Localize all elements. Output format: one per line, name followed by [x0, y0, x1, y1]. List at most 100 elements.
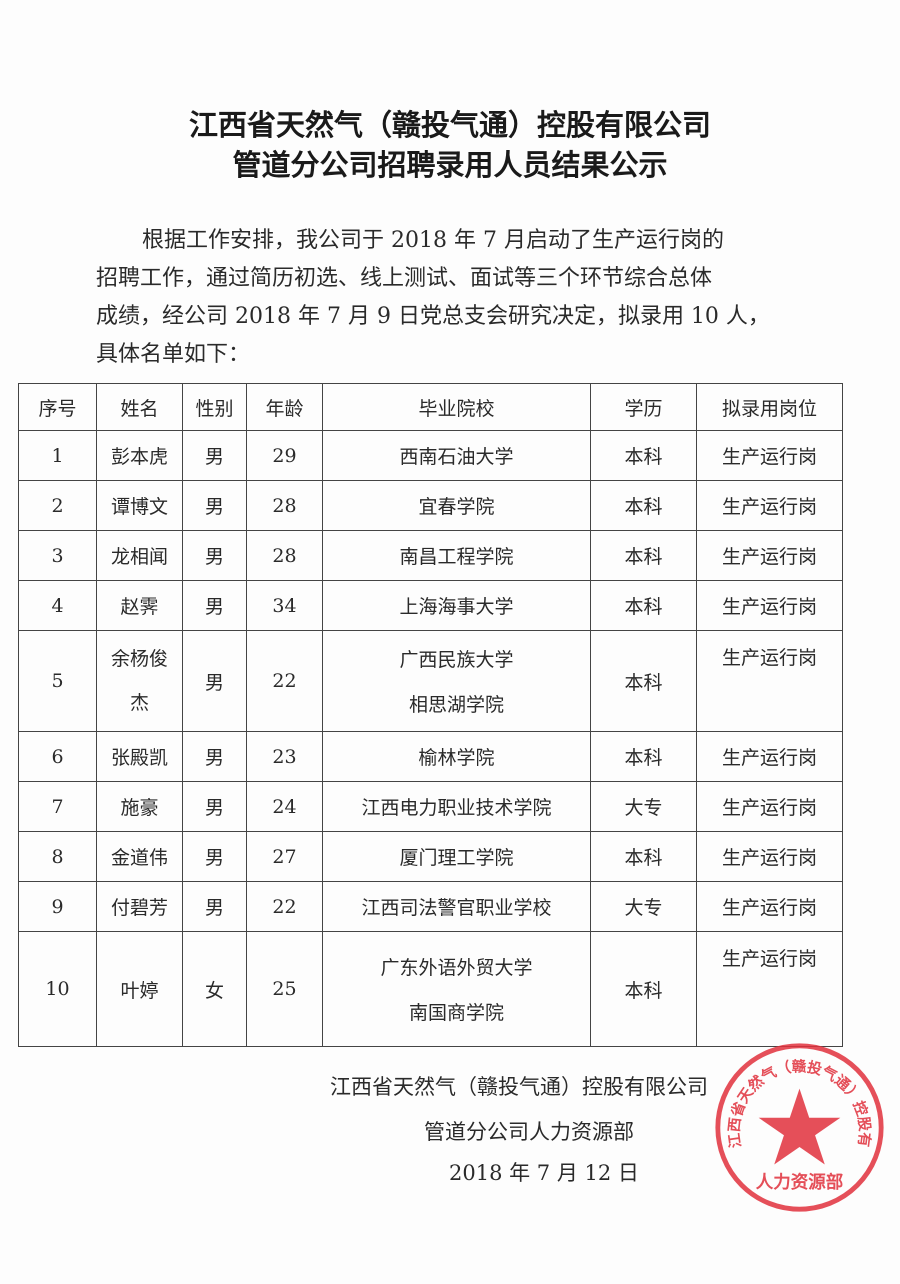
cell-position: 生产运行岗 — [696, 831, 843, 882]
cell-age: 22 — [246, 881, 323, 932]
cell-age: 28 — [246, 480, 323, 531]
table-row: 6 张殿凯男 23 榆林学院 本科 生产运行岗 — [18, 731, 843, 782]
cell-position: 生产运行岗 — [696, 731, 843, 782]
cell-name: 叶婷 — [96, 931, 183, 1047]
title-line-2: 管道分公司招聘录用人员结果公示 — [232, 148, 668, 182]
cell-school: 榆林学院 — [322, 731, 591, 782]
cell-no: 5 — [18, 630, 97, 732]
cell-no: 6 — [18, 731, 97, 782]
cell-no: 8 — [18, 831, 97, 882]
cell-degree: 大专 — [590, 881, 697, 932]
cell-name: 余杨俊杰 — [96, 630, 183, 732]
table-row: 1 彭本虎男 29 西南石油大学 本科 生产运行岗 — [18, 430, 843, 481]
cell-degree: 大专 — [590, 781, 697, 832]
header-age: 年龄 — [246, 383, 323, 431]
cell-name: 施豪 — [96, 781, 183, 832]
cell-degree: 本科 — [590, 580, 697, 631]
cell-gender: 男 — [182, 831, 247, 882]
cell-degree: 本科 — [590, 530, 697, 581]
cell-age: 29 — [246, 430, 323, 481]
body-paragraph: 根据工作安排，我公司于 2018 年 7 月启动了生产运行岗的 招聘工作，通过简… — [96, 222, 796, 374]
table-row: 4 赵霁男 34 上海海事大学 本科 生产运行岗 — [18, 580, 843, 631]
cell-gender: 男 — [182, 580, 247, 631]
cell-gender: 男 — [182, 630, 247, 732]
cell-school: 厦门理工学院 — [322, 831, 591, 882]
cell-school: 上海海事大学 — [322, 580, 591, 631]
cell-name: 付碧芳 — [96, 881, 183, 932]
cell-age: 24 — [246, 781, 323, 832]
table-row: 5 余杨俊杰男 22 广西民族大学 相思湖学院 本科 生产运行岗 — [18, 630, 843, 732]
cell-school: 江西司法警官职业学校 — [322, 881, 591, 932]
cell-school: 江西电力职业技术学院 — [322, 781, 591, 832]
cell-no: 9 — [18, 881, 97, 932]
table-row: 9 付碧芳男 22 江西司法警官职业学校 大专 生产运行岗 — [18, 881, 843, 932]
table-row: 10 叶婷女 25 广东外语外贸大学 南国商学院 本科 生产运行岗 — [18, 931, 843, 1047]
cell-no: 1 — [18, 430, 97, 481]
body-line: 具体名单如下： — [96, 342, 251, 367]
table-row: 8 金道伟男 27 厦门理工学院 本科 生产运行岗 — [18, 831, 843, 882]
cell-name: 张殿凯 — [96, 731, 183, 782]
cell-position: 生产运行岗 — [696, 931, 843, 1047]
cell-school: 南昌工程学院 — [322, 530, 591, 581]
school-line: 广东外语外贸大学 — [380, 957, 533, 979]
cell-no: 4 — [18, 580, 97, 631]
cell-degree: 本科 — [590, 480, 697, 531]
header-name: 姓名 — [96, 383, 183, 431]
cell-school: 西南石油大学 — [322, 430, 591, 481]
cell-degree: 本科 — [590, 430, 697, 481]
cell-position: 生产运行岗 — [696, 630, 843, 732]
cell-no: 10 — [18, 931, 97, 1047]
cell-degree: 本科 — [590, 630, 697, 732]
header-school: 毕业院校 — [322, 383, 591, 431]
header-degree: 学历 — [590, 383, 697, 431]
cell-name: 赵霁 — [96, 580, 183, 631]
cell-degree: 本科 — [590, 931, 697, 1047]
cell-gender: 男 — [182, 430, 247, 481]
cell-position: 生产运行岗 — [696, 480, 843, 531]
hire-table: 序号 姓名 性别 年龄 毕业院校 学历 拟录用岗位 1 彭本虎男 29 西南石油大学本… — [18, 383, 843, 1047]
cell-no: 2 — [18, 480, 97, 531]
signature-dept: 管道分公司人力资源部 — [424, 1120, 634, 1144]
cell-degree: 本科 — [590, 831, 697, 882]
header-no: 序号 — [18, 383, 97, 431]
body-line: 根据工作安排，我公司于 2018 年 7 月启动了生产运行岗的 — [142, 228, 724, 253]
star-icon — [758, 1088, 841, 1165]
cell-gender: 女 — [182, 931, 247, 1047]
table-row: 2 谭博文男 28 宜春学院 本科 生产运行岗 — [18, 480, 843, 531]
cell-gender: 男 — [182, 530, 247, 581]
school-line: 南国商学院 — [408, 1002, 504, 1024]
cell-age: 27 — [246, 831, 323, 882]
school-line: 广西民族大学 — [399, 649, 514, 671]
cell-age: 28 — [246, 530, 323, 581]
body-line: 成绩，经公司 2018 年 7 月 9 日党总支会研究决定，拟录用 10 人， — [96, 304, 770, 329]
cell-school: 广东外语外贸大学 南国商学院 — [322, 931, 591, 1047]
header-position: 拟录用岗位 — [696, 383, 843, 431]
cell-age: 22 — [246, 630, 323, 732]
cell-name: 彭本虎 — [96, 430, 183, 481]
cell-age: 23 — [246, 731, 323, 782]
cell-name: 龙相闻 — [96, 530, 183, 581]
table-row: 7 施豪男 24 江西电力职业技术学院 大专 生产运行岗 — [18, 781, 843, 832]
seal-dept: 人力资源部 — [756, 1172, 844, 1193]
cell-position: 生产运行岗 — [696, 530, 843, 581]
signature-date: 2018 年 7 月 12 日 — [449, 1161, 639, 1185]
cell-position: 生产运行岗 — [696, 430, 843, 481]
cell-school: 宜春学院 — [322, 480, 591, 531]
title-line-1: 江西省天然气（赣投气通）控股有限公司 — [188, 108, 711, 142]
cell-position: 生产运行岗 — [696, 881, 843, 932]
cell-gender: 男 — [182, 731, 247, 782]
cell-no: 3 — [18, 530, 97, 581]
cell-name: 谭博文 — [96, 480, 183, 531]
body-line: 招聘工作，通过简历初选、线上测试、面试等三个环节综合总体 — [96, 266, 713, 291]
cell-gender: 男 — [182, 781, 247, 832]
cell-name: 金道伟 — [96, 831, 183, 882]
signature-org: 江西省天然气（赣投气通）控股有限公司 — [330, 1075, 708, 1099]
cell-no: 7 — [18, 781, 97, 832]
cell-age: 34 — [246, 580, 323, 631]
school-line: 相思湖学院 — [408, 694, 504, 716]
table-row: 3 龙相闻男 28 南昌工程学院 本科 生产运行岗 — [18, 530, 843, 581]
cell-gender: 男 — [182, 881, 247, 932]
cell-degree: 本科 — [590, 731, 697, 782]
